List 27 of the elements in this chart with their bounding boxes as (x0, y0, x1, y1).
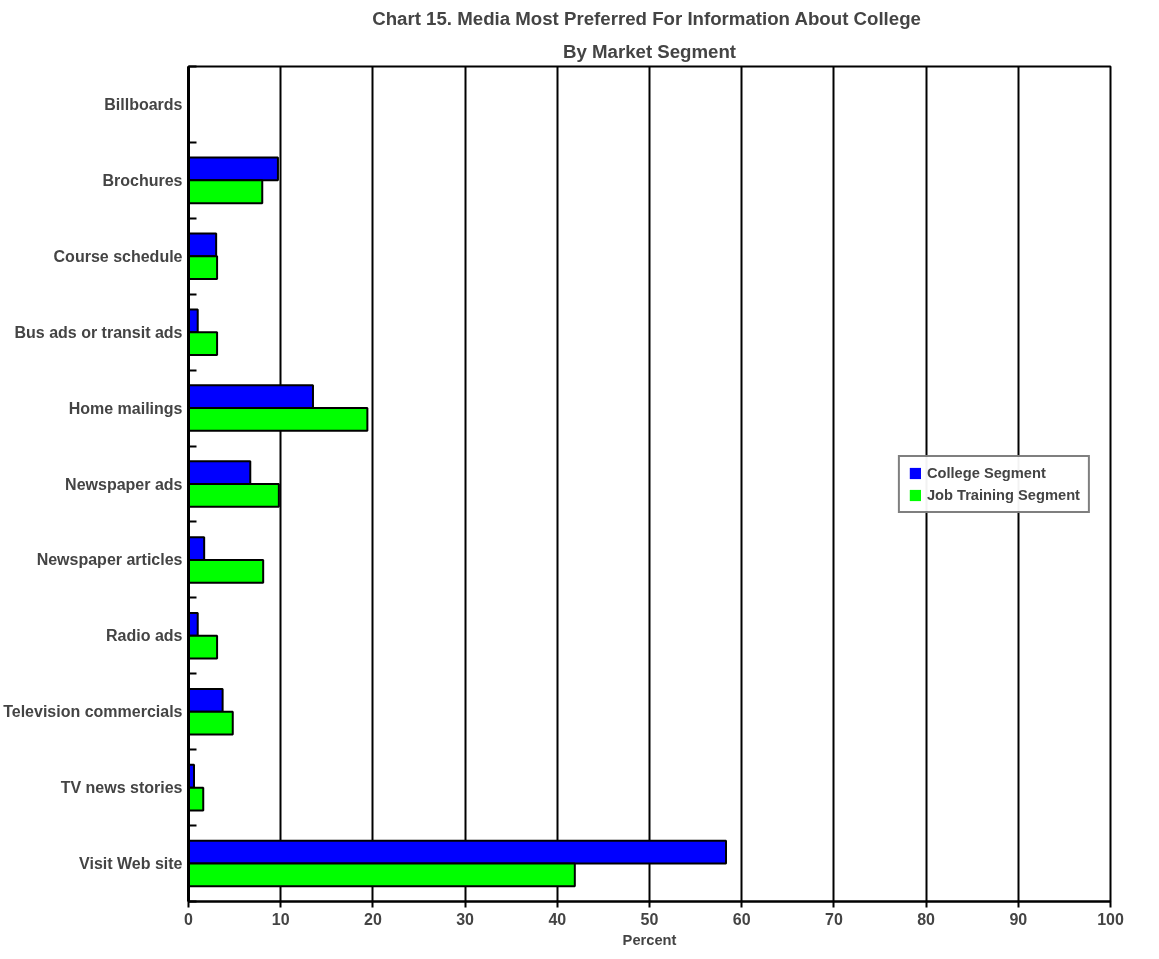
x-axis-title: Percent (622, 931, 677, 948)
x-tick-label: 80 (917, 910, 936, 928)
x-tick-label: 50 (640, 910, 659, 928)
x-tick-label: 10 (271, 910, 290, 928)
legend-label: College Segment (926, 464, 1046, 481)
y-tick-label: Billboards (104, 95, 183, 113)
x-tick-label: 40 (548, 910, 567, 928)
y-tick-label: Newspaper articles (36, 551, 183, 569)
y-tick-label: Bus ads or transit ads (14, 323, 183, 341)
x-tick-label: 60 (732, 910, 751, 928)
y-tick-label: Visit Web site (79, 855, 183, 873)
y-tick-label: Newspaper ads (65, 475, 183, 493)
x-tick-label: 0 (184, 910, 194, 928)
x-tick-label: 90 (1009, 910, 1028, 928)
x-tick-label: 20 (364, 910, 382, 928)
y-tick-label: TV news stories (60, 779, 183, 797)
y-tick-label: Radio ads (106, 627, 183, 645)
y-tick-label: Course schedule (53, 247, 183, 265)
x-tick-label: 70 (825, 910, 843, 928)
y-tick-label: Television commercials (3, 703, 183, 721)
legend-label: Job Training Segment (926, 486, 1080, 503)
y-tick-label: Home mailings (68, 399, 183, 417)
chart-subtitle: By Market Segment (562, 40, 737, 62)
x-tick-label: 100 (1097, 910, 1124, 928)
chart-title: Chart 15. Media Most Preferred For Information About College (372, 7, 921, 29)
y-tick-label: Brochures (102, 171, 183, 189)
x-tick-label: 30 (456, 910, 475, 928)
